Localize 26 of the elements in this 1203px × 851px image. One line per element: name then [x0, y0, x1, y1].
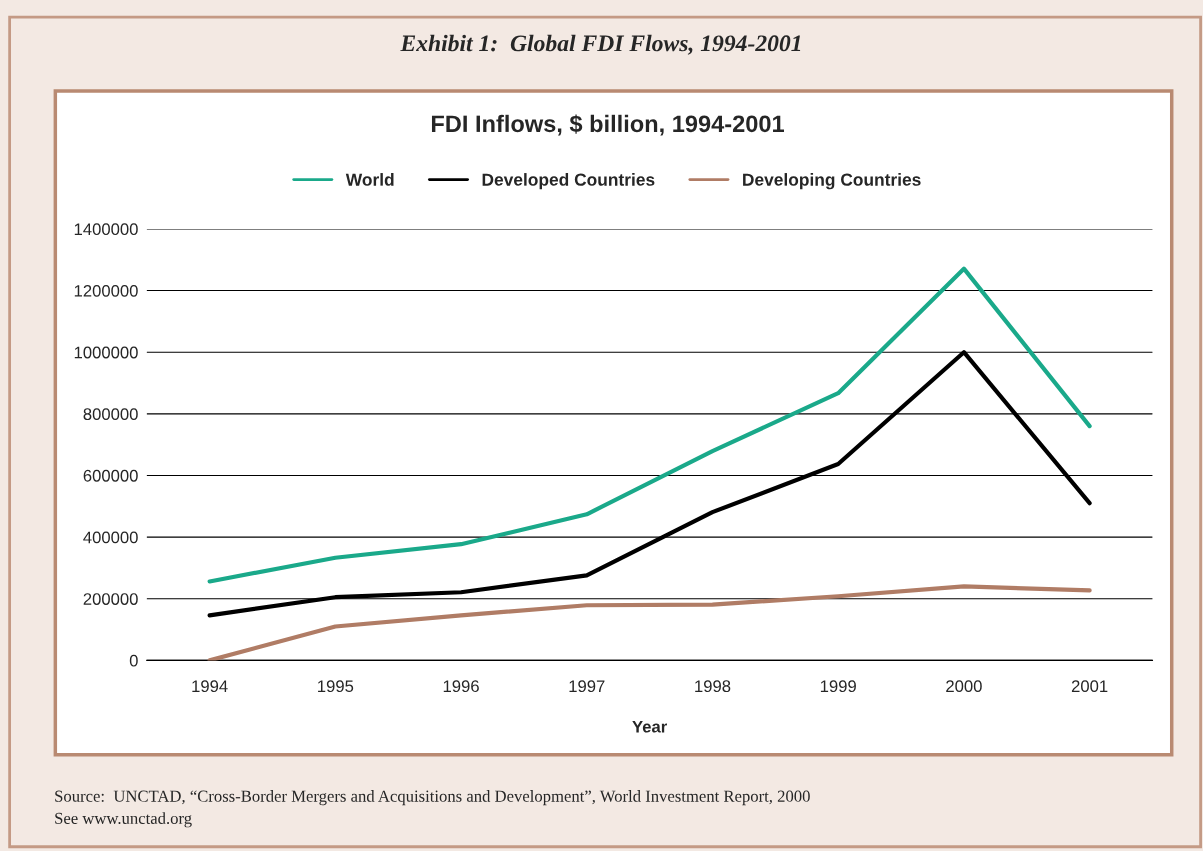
legend-label: Developed Countries	[482, 173, 655, 190]
x-tick-label: 1994	[192, 680, 228, 693]
line-series	[207, 266, 1092, 584]
x-tick-label: 1998	[695, 680, 731, 693]
legend-label: World	[345, 173, 394, 186]
source-note: Source: UNCTAD, “Cross-Border Mergers and Acquisitions and Development”, World Investment Report, 2000	[55, 790, 810, 806]
y-tick-label: 1200000	[74, 284, 138, 297]
x-tick-label: 2000	[946, 680, 982, 693]
y-tick-label: 400000	[83, 531, 138, 544]
y-tick-label: 0	[129, 654, 138, 667]
y-tick-label: 1000000	[74, 346, 138, 359]
x-tick-label: 2001	[1071, 680, 1108, 693]
x-axis-title: Year	[632, 720, 667, 733]
legend-label: Developing Countries	[743, 173, 921, 190]
x-tick-label: 1997	[569, 680, 605, 693]
x-tick-label: 1995	[318, 680, 354, 693]
x-tick-label: 1996	[443, 680, 479, 693]
x-tick-label: 1999	[820, 680, 856, 693]
text: See www.unctad.org	[55, 812, 192, 828]
y-tick-label: 600000	[83, 469, 138, 482]
y-tick-label: 1400000	[74, 223, 138, 236]
y-tick-label: 200000	[83, 593, 138, 605]
chart-subtitle: FDI Inflows, $ billion, 1994-2001	[431, 114, 785, 136]
line-series	[207, 584, 1092, 661]
chart-title: Exhibit 1: Global FDI Flows, 1994-2001	[400, 34, 801, 55]
y-tick-label: 800000	[83, 408, 138, 421]
